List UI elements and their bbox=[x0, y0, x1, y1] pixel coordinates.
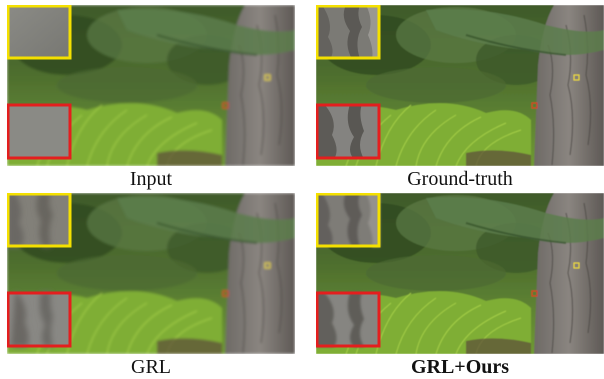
grl-image bbox=[7, 193, 295, 354]
input-image bbox=[7, 5, 295, 166]
grl-ours-image bbox=[316, 193, 604, 354]
zoom-inset-red bbox=[7, 103, 72, 160]
caption-grl-ours: GRL+Ours bbox=[410, 356, 510, 378]
caption-input: Input bbox=[129, 168, 173, 190]
zoom-inset-yellow bbox=[7, 5, 72, 60]
zoom-inset-yellow bbox=[7, 193, 72, 248]
caption-grl: GRL bbox=[131, 356, 171, 378]
ground-truth-image bbox=[316, 5, 604, 166]
panel-ground-truth bbox=[316, 5, 604, 166]
panel-grl-ours bbox=[316, 193, 604, 354]
zoom-inset-yellow bbox=[316, 193, 381, 248]
panel-input bbox=[7, 5, 295, 166]
zoom-inset-red bbox=[316, 103, 381, 160]
zoom-inset-yellow bbox=[316, 5, 381, 60]
zoom-inset-red bbox=[316, 291, 381, 348]
caption-ground-truth: Ground-truth bbox=[407, 168, 513, 190]
panel-grl bbox=[7, 193, 295, 354]
zoom-inset-red bbox=[7, 291, 72, 348]
